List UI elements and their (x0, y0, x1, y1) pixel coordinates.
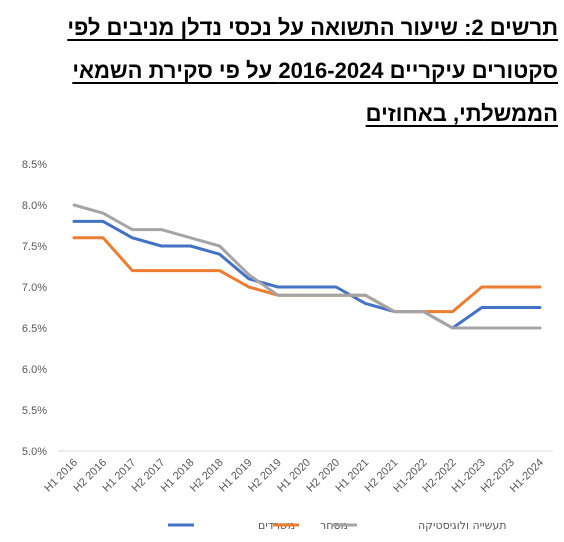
y-tick-label: 6.0% (22, 364, 47, 376)
series-line (72, 219, 542, 330)
chart-title-text: תרשים 2: שיעור התשואה על נכסי נדלן מניבי… (67, 15, 558, 126)
y-tick-label: 5.0% (22, 446, 47, 458)
series-line (72, 203, 542, 330)
y-tick-label: 7.0% (22, 282, 47, 294)
y-tick-label: 8.5% (22, 159, 47, 171)
series-line (72, 236, 542, 314)
legend-label: תעשייה ולוגיסטיקה (418, 519, 506, 532)
y-axis: 5.0% 5.5% 6.0% 6.5% 7.0% 7.5% 8.0% 8.5% (22, 159, 47, 458)
legend: משרדיםמסחרתעשייה ולוגיסטיקה (168, 519, 506, 532)
y-tick-label: 8.0% (22, 200, 47, 212)
y-tick-label: 7.5% (22, 241, 47, 253)
chart-title: תרשים 2: שיעור התשואה על נכסי נדלן מניבי… (8, 6, 558, 135)
series-lines (72, 203, 542, 330)
y-tick-label: 5.5% (22, 405, 47, 417)
y-tick-label: 6.5% (22, 323, 47, 335)
